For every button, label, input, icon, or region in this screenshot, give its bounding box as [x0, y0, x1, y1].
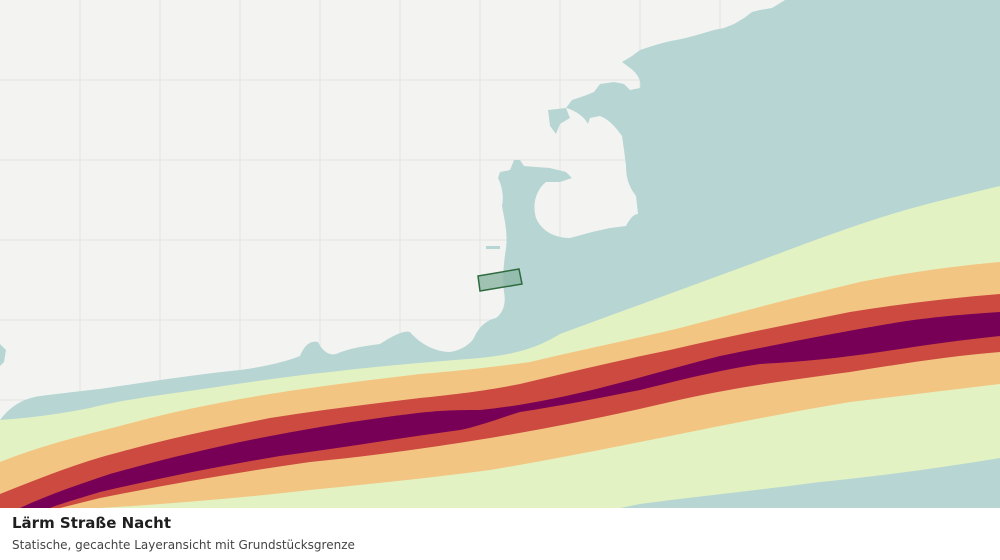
map-viewport[interactable]: [0, 0, 1000, 508]
water-body: [0, 344, 6, 366]
parcel-boundary[interactable]: [477, 268, 523, 292]
caption-title: Lärm Straße Nacht: [12, 514, 172, 532]
noise-band-core: [20, 312, 1000, 508]
map-canvas[interactable]: [0, 0, 1000, 508]
map-caption: Lärm Straße Nacht Statische, gecachte La…: [0, 508, 1000, 560]
water-body: [486, 246, 500, 249]
caption-subtitle: Statische, gecachte Layeransicht mit Gru…: [12, 538, 355, 552]
water-body: [548, 108, 570, 134]
